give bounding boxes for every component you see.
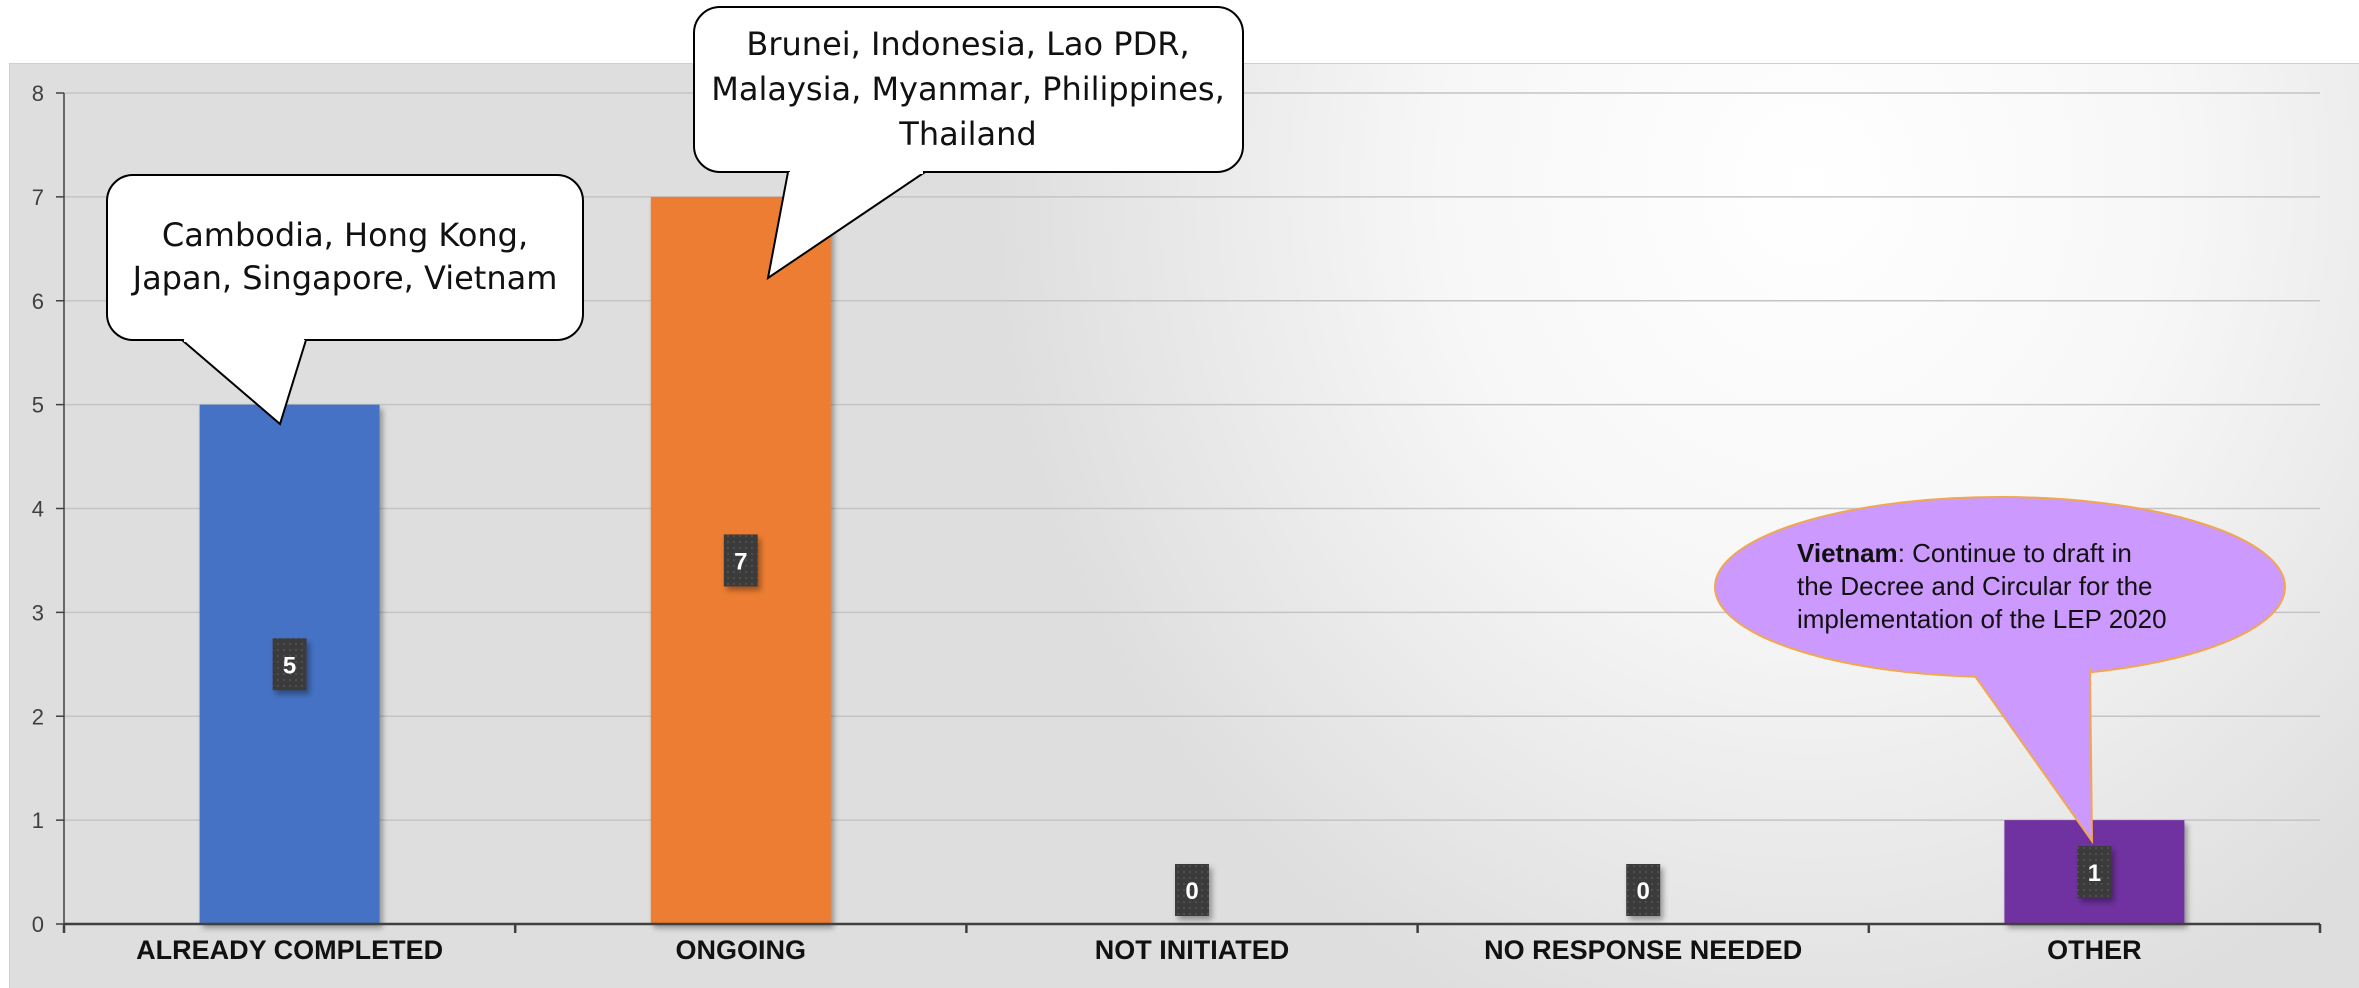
callout-bold-text: Vietnam — [1797, 538, 1898, 568]
x-category-label: OTHER — [2047, 935, 2142, 965]
y-tick-label: 6 — [32, 289, 44, 314]
callout-pointer — [182, 340, 306, 424]
callout-line: Brunei, Indonesia, Lao PDR, — [746, 25, 1189, 63]
x-category-label: ALREADY COMPLETED — [136, 935, 443, 965]
callout-bubble — [693, 6, 1244, 173]
data-label-text: 0 — [1185, 878, 1198, 905]
data-label-text: 0 — [1637, 878, 1650, 905]
data-label-2: 0 — [1175, 864, 1209, 916]
callout-line: Malaysia, Myanmar, Philippines, — [711, 70, 1224, 108]
data-label-box — [723, 534, 758, 587]
data-label-3: 0 — [1626, 864, 1661, 916]
callouts: Cambodia, Hong Kong, Japan, Singapore, Vi… — [106, 6, 2286, 845]
data-label-box — [1626, 864, 1661, 916]
callout-line: Vietnam: Continue to draft in — [1797, 538, 2132, 568]
data-label-text: 7 — [734, 548, 747, 575]
callout-pointer-outline — [181, 339, 307, 426]
callout-pointer-outline — [766, 171, 926, 281]
y-tick-label: 2 — [32, 704, 44, 729]
callout-bubble — [106, 174, 584, 341]
y-tick-label: 3 — [32, 600, 44, 625]
y-tick-label: 4 — [32, 497, 44, 522]
y-tick-label: 0 — [32, 912, 44, 937]
x-axis: ALREADY COMPLETED ONGOING NOT INITIATED NO … — [62, 922, 2322, 965]
data-label-1: 7 — [723, 534, 758, 587]
data-labels: 5 7 0 0 1 — [272, 534, 2112, 916]
data-label-text: 5 — [283, 652, 296, 679]
callout-0: Cambodia, Hong Kong, Japan, Singapore, Vi… — [106, 174, 584, 426]
callout-pointer — [1975, 668, 2092, 841]
data-label-box — [2077, 846, 2112, 899]
callout-1: Brunei, Indonesia, Lao PDR, Malaysia, Mya… — [693, 6, 1244, 281]
y-tick-label: 7 — [32, 185, 44, 210]
callout-line: implementation of the LEP 2020 — [1797, 604, 2167, 634]
x-category-label: NOT INITIATED — [1095, 935, 1289, 965]
x-category-label: ONGOING — [676, 935, 807, 965]
callout-text-rest: : Continue to draft in — [1898, 538, 2132, 568]
data-label-box — [1175, 864, 1209, 916]
y-tick-label: 1 — [32, 808, 44, 833]
y-tick-label: 8 — [32, 81, 44, 106]
callout-seam — [1977, 665, 2088, 675]
callout-line: Thailand — [898, 115, 1036, 153]
y-tick-label: 5 — [32, 393, 44, 418]
callout-line: the Decree and Circular for the — [1797, 571, 2153, 601]
callout-pointer-outline — [1974, 667, 2094, 845]
data-label-4: 1 — [2077, 846, 2112, 899]
x-category-label: NO RESPONSE NEEDED — [1484, 935, 1802, 965]
data-label-0: 5 — [272, 638, 307, 691]
data-label-text: 1 — [2088, 860, 2101, 887]
data-label-box — [272, 638, 307, 691]
callout-line: Japan, Singapore, Vietnam — [131, 259, 558, 297]
callout-line: Cambodia, Hong Kong, — [162, 216, 528, 254]
y-axis: 0 1 2 3 4 5 6 7 8 — [32, 81, 65, 937]
